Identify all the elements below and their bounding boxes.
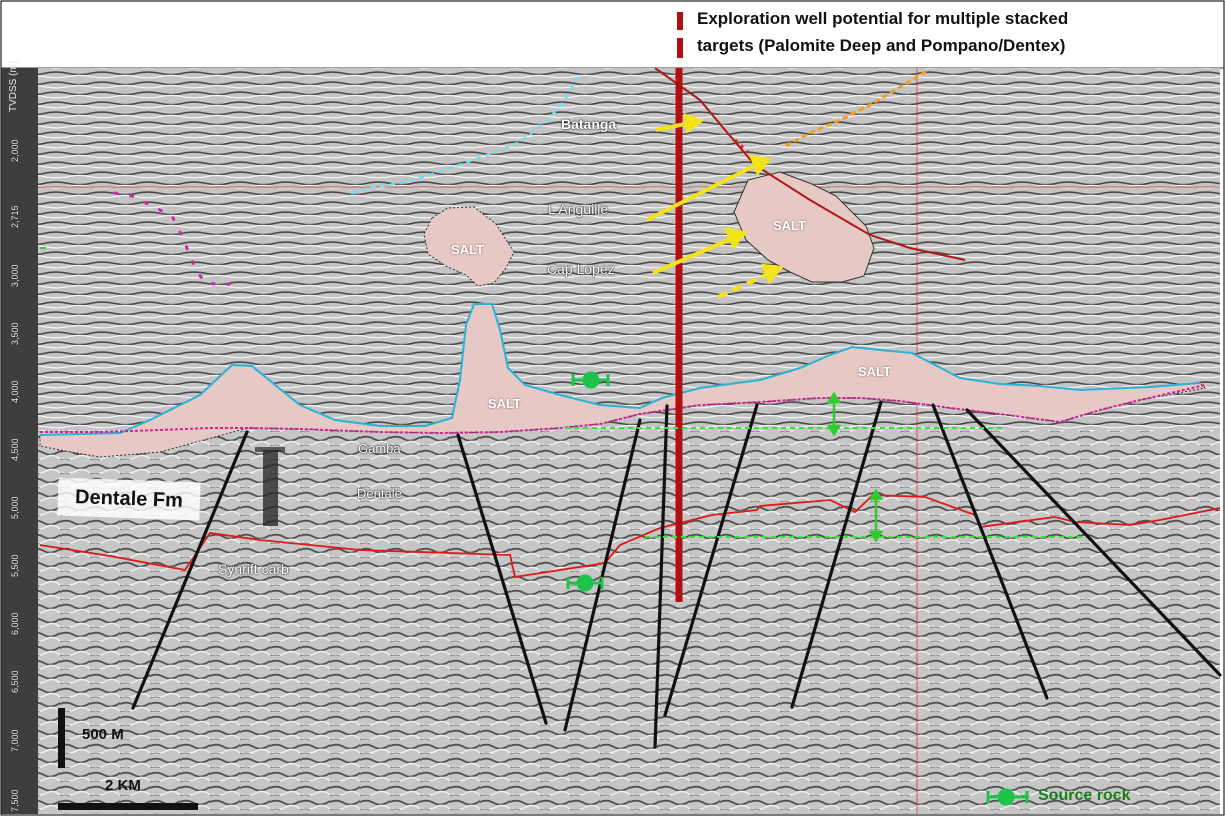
label-cap-lopez: Cap Lopez [547, 261, 615, 277]
header-band [0, 0, 1225, 69]
header-title-line1: Exploration well potential for multiple … [697, 9, 1069, 28]
seismic-lower [38, 430, 1220, 814]
fault-line [131, 430, 249, 710]
legend-source-rock-label: Source rock [1038, 787, 1131, 804]
thickness-arrow-upper [826, 391, 842, 437]
source-rock-icon [566, 574, 604, 592]
source-rock-icon [571, 371, 610, 389]
label-batanga: Batanga [561, 116, 617, 132]
cyan-pick-trail [350, 74, 580, 195]
axis-tick: 5,000 [10, 496, 20, 519]
axis-tick: 2,000 [10, 139, 20, 162]
horizontal-scale-bar [58, 803, 198, 810]
label-dentale-fm: Dentale Fm [57, 477, 201, 521]
salt-diapir-right [733, 171, 875, 283]
fault-line [563, 418, 642, 732]
axis-tick: 5,500 [10, 554, 20, 577]
axis-tick: 6,000 [10, 612, 20, 635]
label-dentale: Dentale [357, 486, 402, 501]
synrift-horizon [39, 494, 1221, 579]
header-title-line2: targets (Palomite Deep and Pompano/Dente… [697, 36, 1066, 55]
axis-tick: 3,500 [10, 322, 20, 345]
axis-title: TVDSS (m) [8, 60, 19, 112]
label-salt: SALT [488, 396, 521, 411]
axis-tick: 4,500 [10, 438, 20, 461]
fault-line [931, 403, 1049, 700]
top-salt-horizon [39, 303, 1201, 436]
horizontal-scale-label: 2 KM [105, 777, 141, 794]
fault-line [965, 408, 1222, 677]
thickness-arrow-lower [868, 488, 884, 543]
migration-arrows [646, 113, 784, 299]
base-salt-horizon [40, 384, 1206, 435]
label-salt: SALT [773, 218, 806, 233]
label-salt: SALT [858, 364, 891, 379]
axis-tick: 6,500 [10, 670, 20, 693]
well-legend-symbol [677, 12, 683, 30]
label-gamba: Gamba [358, 441, 401, 456]
axis-tick: 4,000 [10, 380, 20, 403]
salt-diapir-left [423, 206, 515, 287]
fault-line [456, 433, 548, 725]
orange-pick-trail [785, 70, 927, 147]
label-l-anguille: L Anguille [548, 201, 609, 217]
label-salt: SALT [451, 242, 484, 257]
axis-tick: 7,000 [10, 729, 20, 752]
fault-line [790, 400, 883, 709]
label-synrift-carb: Synrift carb [218, 561, 289, 577]
faults [131, 400, 1222, 749]
bounding-fault [654, 67, 966, 261]
axis-tick: 3,000 [10, 264, 20, 287]
vertical-scale-bar [58, 708, 65, 768]
axis-strip [1, 68, 38, 814]
axis-tick: 2,715 [10, 205, 20, 228]
fault-line [663, 403, 759, 717]
dentale-thickness-bar [263, 450, 278, 526]
source-rock-legend-icon [986, 788, 1029, 806]
axis-tick: 7,500 [10, 789, 20, 812]
red-pick-trail [733, 138, 750, 154]
fault-line [653, 404, 669, 749]
vertical-scale-label: 500 M [82, 726, 124, 743]
